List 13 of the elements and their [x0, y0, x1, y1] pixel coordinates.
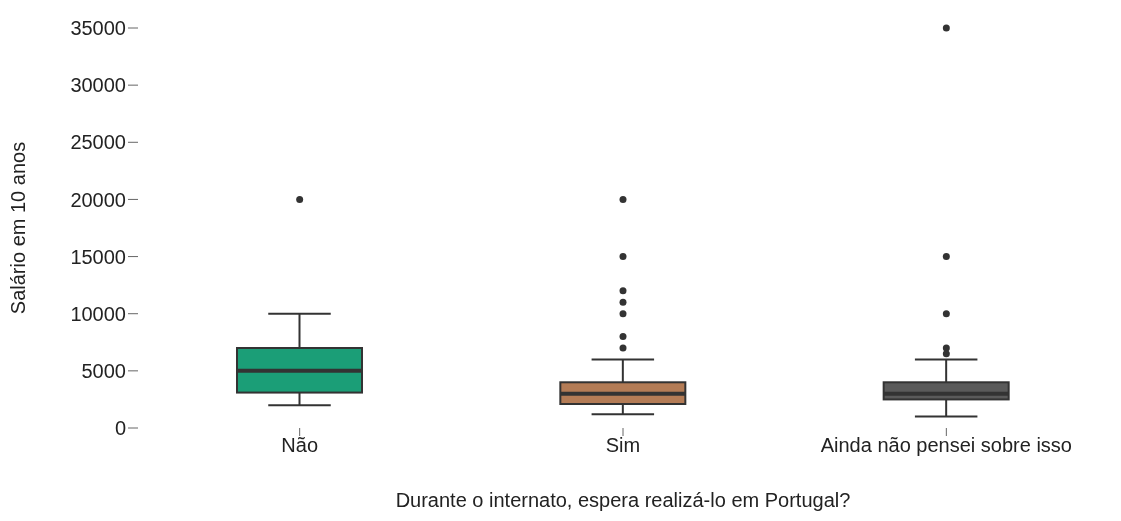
x-tick-label: Sim — [605, 434, 641, 457]
y-tick-label: 15000 — [70, 245, 126, 268]
y-tick-label: 0 — [114, 417, 126, 440]
y-tick-label: 10000 — [70, 302, 126, 325]
x-tick-label: Não — [281, 434, 319, 457]
y-tick-label: 25000 — [70, 131, 126, 154]
x-axis-title: Durante o internato, espera realizá-lo em Portugal? — [395, 489, 851, 512]
y-tick-label: 30000 — [70, 74, 126, 97]
y-tick-label: 5000 — [81, 359, 126, 382]
x-tick-label: Ainda não pensei sobre isso — [820, 434, 1072, 457]
y-tick-label: 35000 — [70, 17, 126, 40]
y-tick-label: 20000 — [70, 188, 126, 211]
y-axis-title: Salário em 10 anos — [7, 141, 30, 315]
